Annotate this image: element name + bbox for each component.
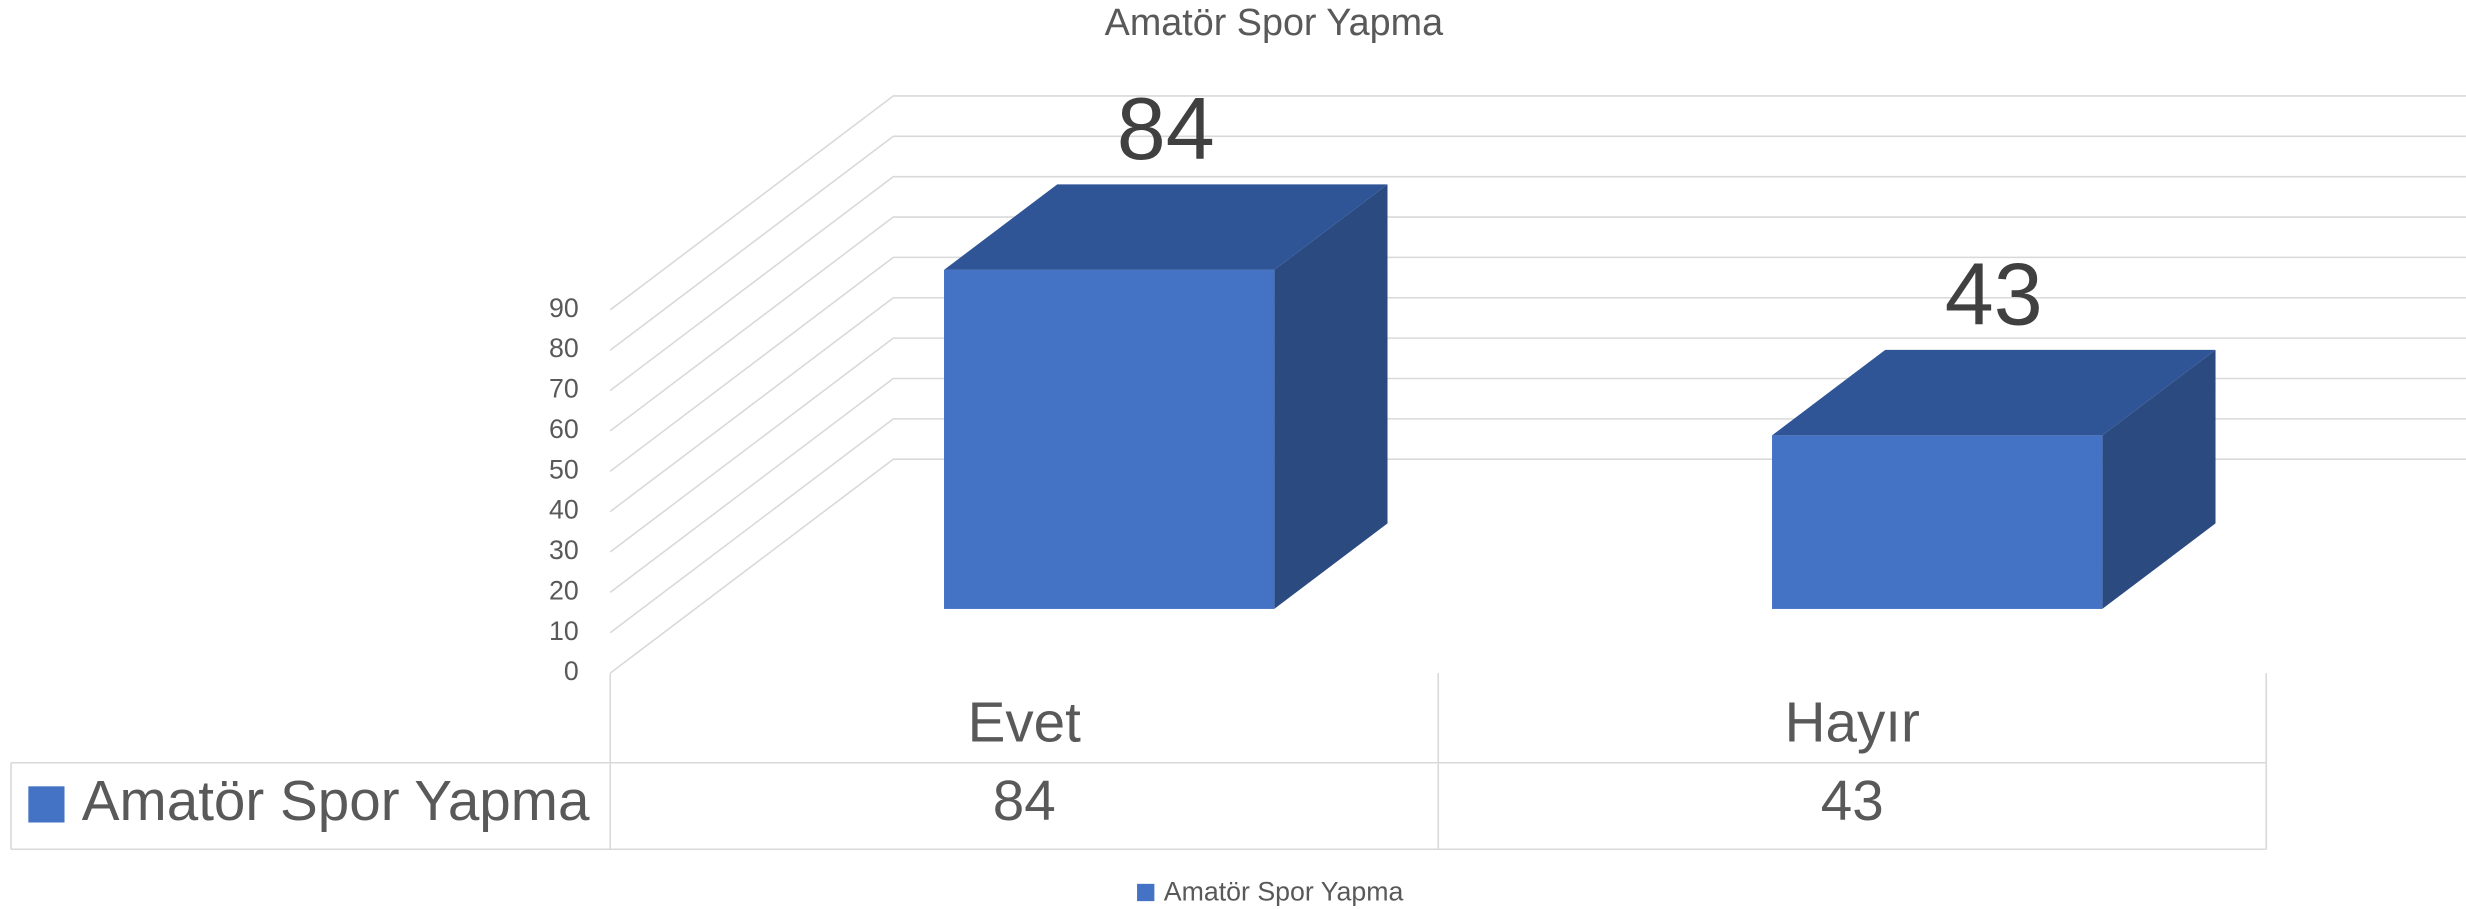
grid-line	[609, 296, 2466, 513]
bar	[1772, 435, 2103, 609]
x-tick-label: Hayır	[1785, 691, 1920, 754]
y-tick-label: 80	[549, 333, 579, 363]
chart-title: Amatör Spor Yapma	[1105, 1, 1443, 43]
y-tick-label: 50	[549, 454, 579, 484]
y-tick-label: 90	[549, 293, 579, 323]
grid-line	[609, 95, 2466, 311]
legend-key	[1137, 883, 1155, 902]
table-series-name: Amatör Spor Yapma	[82, 769, 590, 832]
y-tick-label: 30	[549, 535, 579, 565]
bar-side	[1274, 184, 1388, 609]
grid-line	[609, 175, 2466, 392]
bar-side	[2102, 349, 2216, 609]
grid-line	[609, 216, 2466, 432]
y-tick-label: 0	[564, 656, 579, 686]
grid-line	[609, 135, 2466, 351]
bar-top	[1772, 349, 2216, 436]
data-label: 84	[1117, 79, 1215, 178]
y-tick-label: 60	[549, 414, 579, 444]
table-value: 43	[1821, 769, 1884, 832]
x-tick-label: Evet	[968, 691, 1082, 754]
legend-label: Amatör Spor Yapma	[1164, 876, 1404, 906]
grid-line	[609, 337, 2466, 553]
table-value: 84	[993, 769, 1056, 832]
y-tick-label: 10	[549, 616, 579, 646]
y-tick-label: 40	[549, 495, 579, 525]
data-label: 43	[1945, 245, 2043, 344]
legend-key	[28, 786, 65, 823]
bar-top	[944, 184, 1388, 270]
bar	[944, 269, 1275, 609]
y-tick-label: 20	[549, 575, 579, 605]
grid-line	[609, 256, 2466, 472]
y-tick-label: 70	[549, 374, 579, 404]
